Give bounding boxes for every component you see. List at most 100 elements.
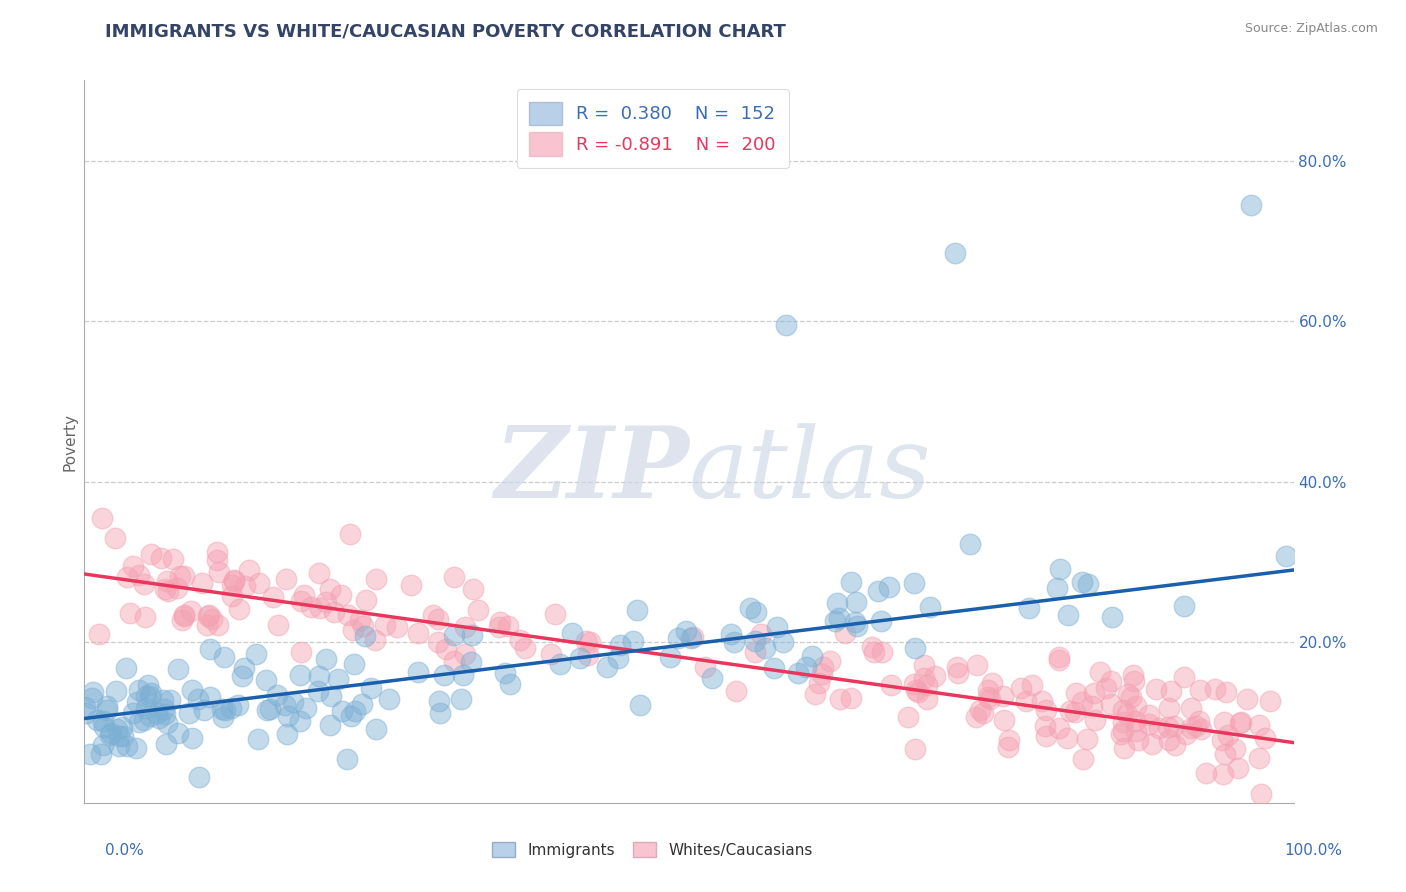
Point [135,700,157,714]
Text: Source: ZipAtlas.com: Source: ZipAtlas.com [1244,22,1378,36]
Point [115,570,138,584]
Point [794,660,817,674]
Point [387,620,409,634]
Point [575,634,598,648]
Point [1211,766,1233,780]
Point [104,683,127,698]
Point [156,715,179,730]
Point [844,615,866,630]
Point [340,709,363,723]
Point [1099,697,1122,711]
Point [339,527,361,541]
Point [621,634,644,648]
Point [80,690,103,705]
Point [138,677,160,691]
Point [96,698,118,713]
Point [860,640,883,654]
Point [155,737,177,751]
Point [946,660,969,674]
Point [247,732,270,747]
Point [1056,731,1078,745]
Point [180,682,202,697]
Point [139,689,162,703]
Point [125,695,148,709]
Point [205,545,228,559]
Point [276,727,298,741]
Point [187,691,209,706]
Point [315,595,337,609]
Point [406,626,429,640]
Point [969,703,991,717]
Point [824,614,846,628]
Point [132,714,155,728]
Point [443,570,465,584]
Point [153,582,176,597]
Point [141,686,163,700]
Point [904,741,927,756]
Point [155,706,177,721]
Point [488,620,510,634]
Point [749,627,772,641]
Point [866,583,889,598]
Point [422,608,444,623]
Point [626,603,648,617]
Point [156,583,179,598]
Point [1215,684,1237,698]
Point [177,706,200,721]
Point [568,651,591,665]
Point [946,665,969,680]
Point [544,607,567,622]
Point [107,730,129,744]
Point [880,678,903,692]
Point [150,550,173,565]
Point [91,714,114,728]
Point [259,702,281,716]
Point [1125,723,1147,738]
Point [98,728,121,742]
Point [155,574,177,588]
Point [808,675,831,690]
Point [1070,574,1092,589]
Point [121,706,143,720]
Point [609,638,631,652]
Point [1084,714,1107,728]
Point [745,605,768,619]
Point [408,665,430,679]
Point [1033,718,1056,732]
Point [319,717,342,731]
Point [1149,721,1171,735]
Point [606,651,628,665]
Point [1188,714,1211,728]
Point [352,619,374,633]
Point [125,741,148,756]
Point [454,619,477,633]
Point [139,709,162,723]
Point [135,690,157,704]
Point [1173,670,1195,684]
Point [666,631,689,645]
Point [290,645,312,659]
Point [1247,718,1270,732]
Point [845,595,868,609]
Legend: Immigrants, Whites/Caucasians: Immigrants, Whites/Caucasians [486,836,820,863]
Point [579,635,602,649]
Point [1225,742,1247,756]
Point [319,689,342,703]
Point [461,582,484,596]
Point [235,578,257,592]
Point [904,682,927,697]
Point [1077,576,1099,591]
Point [1049,562,1071,576]
Point [578,648,600,662]
Point [1254,731,1277,746]
Point [1121,690,1143,704]
Point [1125,698,1147,713]
Point [1126,732,1149,747]
Point [329,588,352,602]
Point [966,657,988,672]
Point [254,673,277,687]
Point [426,635,449,649]
Point [315,651,337,665]
Point [128,715,150,730]
Point [104,531,127,545]
